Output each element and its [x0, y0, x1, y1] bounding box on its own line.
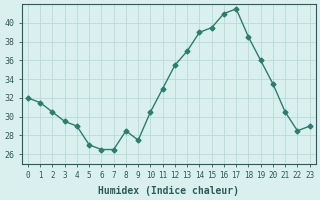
X-axis label: Humidex (Indice chaleur): Humidex (Indice chaleur) — [98, 186, 239, 196]
